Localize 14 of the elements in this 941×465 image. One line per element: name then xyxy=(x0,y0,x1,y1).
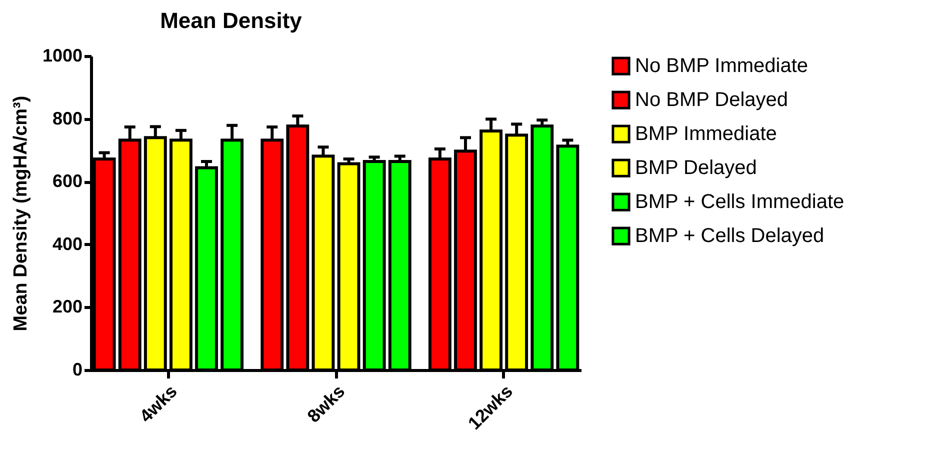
y-axis-title: Mean Density (mgHA/cm³) xyxy=(10,96,32,332)
y-tick-label: 600 xyxy=(52,171,82,192)
legend-label: BMP Delayed xyxy=(635,157,757,179)
legend-label: BMP Immediate xyxy=(635,123,777,145)
chart-title: Mean Density xyxy=(160,8,303,33)
legend-label: No BMP Immediate xyxy=(635,55,808,77)
y-tick-label: 200 xyxy=(52,296,82,317)
legend-label: BMP + Cells Immediate xyxy=(635,191,844,213)
y-tick-label: 1000 xyxy=(42,46,82,66)
y-tick-label: 400 xyxy=(52,234,82,254)
y-tick-label: 0 xyxy=(72,360,82,380)
y-tick-label: 800 xyxy=(52,108,82,128)
legend-label: No BMP Delayed xyxy=(635,89,788,111)
legend-label: BMP + Cells Delayed xyxy=(635,225,824,247)
